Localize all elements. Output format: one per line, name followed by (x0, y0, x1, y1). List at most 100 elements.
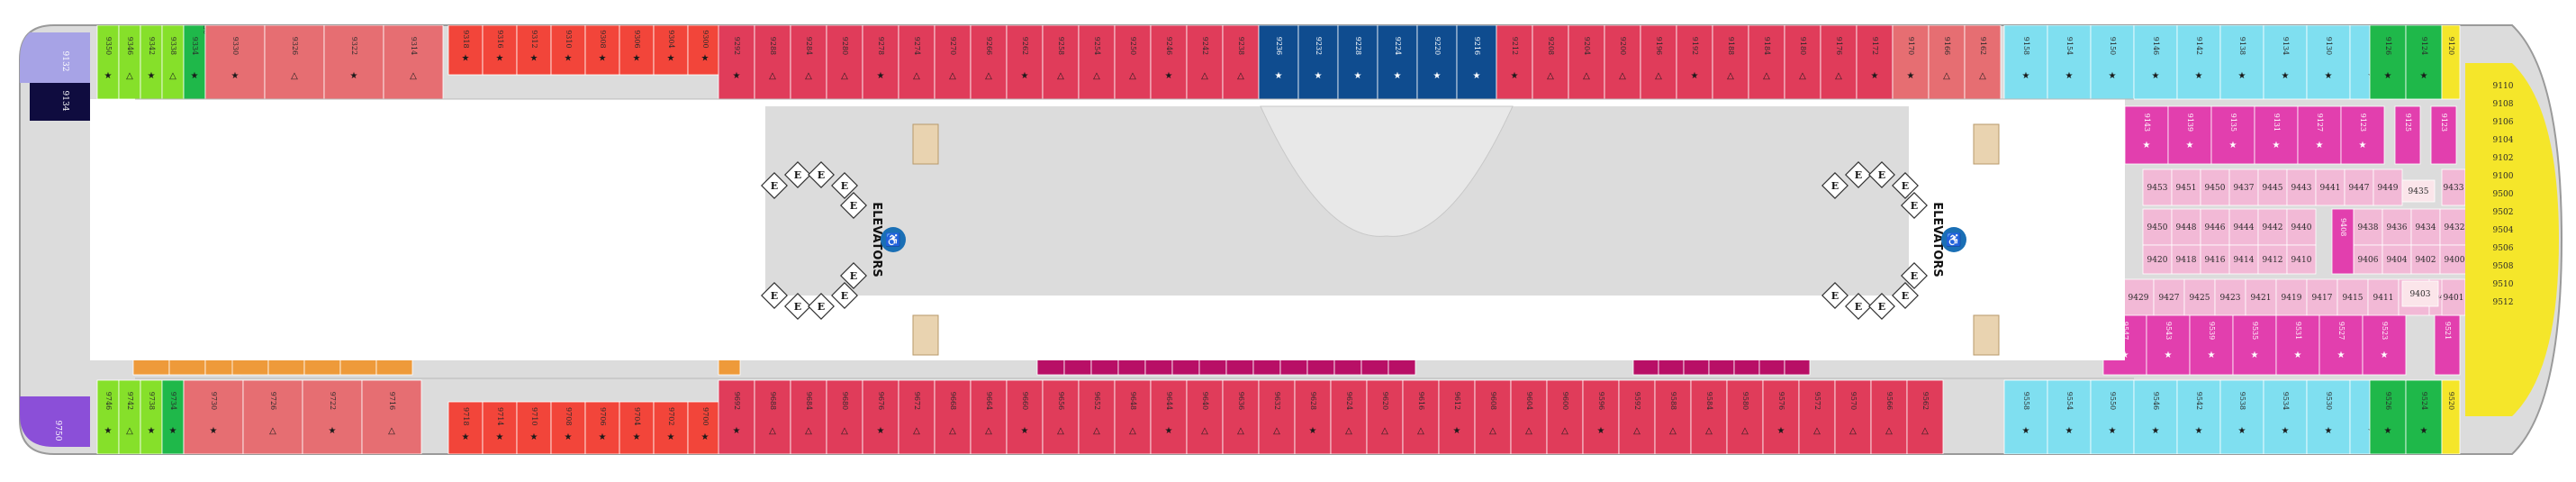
cabin-9126[interactable]: 9126 ★ (2369, 25, 2407, 100)
cabin-9620[interactable]: 9620 △ (1366, 379, 1404, 454)
cabin-9596[interactable]: 9596 ★ (1582, 379, 1620, 454)
cabin-9718[interactable]: 9718 ★ (447, 401, 484, 454)
cabin-9438[interactable]: 9438 (2353, 208, 2383, 246)
elevator-car[interactable]: E (840, 192, 867, 219)
cabin-9531[interactable]: 9531 ★ (2275, 313, 2320, 376)
cabin-9216[interactable]: 9216 ★ (1456, 25, 1497, 100)
cabin-9445[interactable]: 9445 (2257, 168, 2288, 206)
cabin-9442[interactable]: 9442 (2257, 208, 2288, 246)
cabin-9403[interactable]: 9403 (2401, 280, 2439, 307)
cabin-9730[interactable]: 9730 ★ (183, 379, 244, 454)
cabin-9742[interactable]: 9742 △ (118, 379, 141, 454)
cabin-9404[interactable]: 9404 (2382, 244, 2412, 275)
cabin-9436[interactable]: 9436 (2382, 208, 2412, 246)
cabin-9254[interactable]: 9254 △ (1078, 25, 1116, 100)
cabin-9220[interactable]: 9220 ★ (1416, 25, 1458, 100)
cabin-9166[interactable]: 9166 △ (1928, 25, 1966, 100)
cabin-9520[interactable]: 9520 (2441, 379, 2461, 454)
cabin-9406[interactable]: 9406 (2353, 244, 2383, 275)
cabin-9318[interactable]: 9318 ★ (447, 25, 484, 76)
cabin-9266[interactable]: 9266 △ (970, 25, 1008, 100)
cabin-9656[interactable]: 9656 △ (1042, 379, 1080, 454)
cabin-9523[interactable]: 9523 ★ (2362, 313, 2407, 376)
stern-suite-bottom[interactable] (20, 396, 90, 447)
cabin-9130[interactable]: 9130 ★ (2306, 25, 2351, 100)
cabin-9419[interactable]: 9419 (2275, 278, 2308, 316)
cabin-9288[interactable]: 9288 △ (754, 25, 791, 100)
cabin-9204[interactable]: 9204 △ (1568, 25, 1605, 100)
cabin-9648[interactable]: 9648 △ (1114, 379, 1152, 454)
elevator-car[interactable]: E (1901, 262, 1928, 289)
cabin-9410[interactable]: 9410 (2286, 244, 2317, 275)
elevator-car[interactable]: E (840, 262, 867, 289)
cabin-9415[interactable]: 9415 (2336, 278, 2369, 316)
cabin-9350[interactable]: 9350 ★ (96, 25, 120, 100)
cabin-9584[interactable]: 9584 △ (1690, 379, 1728, 454)
cabin-9408[interactable]: 9408 (2331, 208, 2355, 275)
cabin-9632[interactable]: 9632 △ (1258, 379, 1296, 454)
cabin-9308[interactable]: 9308 ★ (584, 25, 620, 76)
cabin-9188[interactable]: 9188 △ (1712, 25, 1749, 100)
cabin-9538[interactable]: 9538 ★ (2219, 379, 2264, 454)
elevator-car[interactable]: E (1868, 161, 1895, 188)
cabin-9238[interactable]: 9238 △ (1222, 25, 1260, 100)
cabin-9608[interactable]: 9608 △ (1474, 379, 1512, 454)
cabin-9208[interactable]: 9208 △ (1532, 25, 1569, 100)
cabin-9246[interactable]: 9246 ★ (1150, 25, 1188, 100)
cabin-9710[interactable]: 9710 ★ (516, 401, 552, 454)
cabin-9542[interactable]: 9542 ★ (2176, 379, 2221, 454)
cabin-9418[interactable]: 9418 (2171, 244, 2201, 275)
cabin-9550[interactable]: 9550 ★ (2090, 379, 2135, 454)
elevator-car[interactable]: E (808, 161, 835, 188)
cabin-9421[interactable]: 9421 (2245, 278, 2277, 316)
cabin-9232[interactable]: 9232 ★ (1297, 25, 1339, 100)
cabin-9162[interactable]: 9162 △ (1964, 25, 2002, 100)
cabin-9192[interactable]: 9192 ★ (1676, 25, 1713, 100)
cabin-9450[interactable]: 9450 (2142, 208, 2173, 246)
cabin-9180[interactable]: 9180 △ (1784, 25, 1821, 100)
cabin-9435[interactable]: 9435 (2401, 179, 2436, 203)
elevator-car[interactable]: E (761, 282, 788, 309)
cabin-9342[interactable]: 9342 ★ (140, 25, 163, 100)
cabin-9143[interactable]: 9143 ★ (2124, 105, 2169, 165)
elevator-car[interactable]: E (831, 282, 858, 309)
cabin-9539[interactable]: 9539 ★ (2189, 313, 2234, 376)
cabin-9196[interactable]: 9196 △ (1640, 25, 1677, 100)
elevator-car[interactable]: E (761, 172, 788, 199)
cabin-9530[interactable]: 9530 ★ (2306, 379, 2351, 454)
cabin-9580[interactable]: 9580 △ (1726, 379, 1764, 454)
elevator-car[interactable]: E (784, 161, 811, 188)
cabin-9138[interactable]: 9138 ★ (2219, 25, 2264, 100)
cabin-9316[interactable]: 9316 ★ (482, 25, 518, 76)
cabin-9434[interactable]: 9434 (2410, 208, 2441, 246)
cabin-9314[interactable]: 9314 △ (383, 25, 444, 100)
cabin-9738[interactable]: 9738 ★ (140, 379, 163, 454)
cabin-9640[interactable]: 9640 △ (1186, 379, 1224, 454)
cabin-9726[interactable]: 9726 △ (242, 379, 303, 454)
elevator-car[interactable]: E (808, 293, 835, 320)
cabin-9176[interactable]: 9176 △ (1820, 25, 1857, 100)
cabin-9576[interactable]: 9576 ★ (1762, 379, 1800, 454)
cabin-9212[interactable]: 9212 ★ (1496, 25, 1533, 100)
cabin-9123[interactable]: 9123 (2430, 105, 2457, 165)
cabin-9451[interactable]: 9451 (2171, 168, 2201, 206)
cabin-9535[interactable]: 9535 ★ (2232, 313, 2277, 376)
cabin-9131[interactable]: 9131 ★ (2254, 105, 2299, 165)
elevator-car[interactable]: E (831, 172, 858, 199)
cabin-9123[interactable]: 9123 ★ (2340, 105, 2385, 165)
cabin-9628[interactable]: 9628 ★ (1294, 379, 1332, 454)
cabin-9429[interactable]: 9429 (2122, 278, 2155, 316)
cabin-9142[interactable]: 9142 ★ (2176, 25, 2221, 100)
cabin-9716[interactable]: 9716 △ (361, 379, 422, 454)
cabin-9746[interactable]: 9746 ★ (96, 379, 120, 454)
elevator-car[interactable]: E (1845, 161, 1872, 188)
cabin-9714[interactable]: 9714 ★ (482, 401, 518, 454)
cabin-9672[interactable]: 9672 △ (898, 379, 935, 454)
cabin-9432[interactable]: 9432 (2439, 208, 2470, 246)
cabin-9250[interactable]: 9250 △ (1114, 25, 1152, 100)
cabin-9566[interactable]: 9566 △ (1870, 379, 1908, 454)
cabin-9334[interactable]: 9334 ★ (183, 25, 206, 100)
cabin-9154[interactable]: 9154 ★ (2047, 25, 2092, 100)
elevator-car[interactable]: E (784, 293, 811, 320)
cabin-9734[interactable]: 9734 ★ (161, 379, 185, 454)
